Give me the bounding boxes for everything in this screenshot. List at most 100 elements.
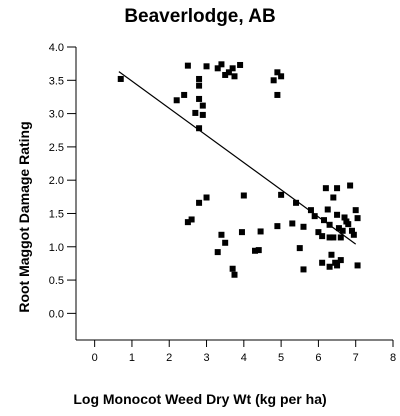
data-point — [274, 223, 281, 230]
data-point — [347, 182, 354, 189]
data-point — [237, 61, 244, 68]
data-point — [218, 231, 225, 238]
data-point — [192, 109, 199, 116]
data-point — [214, 249, 221, 256]
data-point — [196, 75, 203, 82]
data-point — [196, 82, 203, 89]
data-point — [345, 221, 352, 228]
data-point — [181, 91, 188, 98]
data-point — [337, 257, 344, 264]
data-point — [252, 247, 259, 254]
data-point — [173, 97, 180, 104]
x-axis: 0 1 2 3 4 5 6 7 8 — [92, 340, 396, 364]
data-point — [330, 234, 337, 241]
data-point — [196, 95, 203, 102]
data-point — [231, 73, 238, 80]
data-point — [203, 63, 210, 70]
y-axis: 0.0 0.5 1.0 1.5 2.0 2.5 3.0 3.5 4.0 — [49, 42, 76, 320]
data-point — [352, 207, 359, 214]
data-point — [257, 228, 264, 235]
y-tick-label: 0.0 — [49, 308, 64, 320]
data-point — [188, 216, 195, 223]
data-point — [229, 265, 236, 272]
data-point — [274, 69, 281, 76]
x-tick-label: 5 — [278, 352, 284, 364]
data-point — [322, 185, 329, 192]
data-point — [229, 65, 236, 72]
data-point — [278, 191, 285, 198]
x-tick-label: 4 — [241, 352, 247, 364]
data-point — [225, 69, 232, 76]
fit-line — [118, 71, 357, 245]
data-point — [319, 233, 326, 240]
data-point — [296, 245, 303, 252]
data-point — [289, 220, 296, 227]
data-point — [199, 102, 206, 109]
y-tick-label: 3.0 — [49, 109, 64, 121]
data-point — [350, 231, 357, 238]
x-tick-label: 3 — [203, 352, 209, 364]
data-point — [222, 71, 229, 78]
data-point — [334, 262, 341, 269]
y-tick-label: 2.5 — [49, 142, 64, 154]
data-point — [293, 199, 300, 206]
data-point — [117, 75, 124, 82]
data-point — [278, 73, 285, 80]
data-point — [354, 215, 361, 222]
data-point — [326, 221, 333, 228]
x-tick-label: 8 — [390, 352, 396, 364]
x-tick-label: 0 — [92, 352, 98, 364]
y-tick-label: 1.0 — [49, 242, 64, 254]
data-point — [337, 234, 344, 241]
data-point — [196, 199, 203, 206]
chart-title: Beaverlodge, AB — [124, 6, 276, 27]
data-point — [214, 65, 221, 72]
y-tick-label: 4.0 — [49, 42, 64, 54]
fit-line-group — [118, 71, 357, 245]
y-tick-label: 1.5 — [49, 208, 64, 220]
data-point — [231, 271, 238, 278]
data-point — [339, 227, 346, 234]
data-point — [328, 251, 335, 258]
data-point — [334, 185, 341, 192]
data-point — [335, 225, 342, 232]
data-point — [334, 211, 341, 218]
x-tick-label: 6 — [315, 352, 321, 364]
data-point — [307, 207, 314, 214]
data-point — [218, 61, 225, 68]
data-point — [222, 239, 229, 246]
data-point — [203, 194, 210, 201]
data-point — [238, 229, 245, 236]
data-point — [326, 263, 333, 270]
data-point — [255, 247, 262, 254]
plot-frame — [75, 47, 393, 341]
data-point — [199, 111, 206, 118]
data-point — [321, 217, 328, 224]
x-axis-label: Log Monocot Weed Dry Wt (kg per ha) — [73, 391, 327, 407]
x-tick-label: 2 — [166, 352, 172, 364]
data-point — [319, 259, 326, 266]
data-point — [270, 77, 277, 84]
y-axis-label: Root Maggot Damage Rating — [16, 121, 32, 313]
data-point — [348, 227, 355, 234]
data-point — [341, 214, 348, 221]
points-group — [117, 61, 361, 278]
data-point — [354, 262, 361, 269]
data-point — [311, 213, 318, 220]
x-tick-label: 7 — [353, 352, 359, 364]
data-point — [184, 219, 191, 226]
data-point — [326, 234, 333, 241]
data-point — [300, 223, 307, 230]
y-tick-label: 0.5 — [49, 275, 64, 287]
data-point — [330, 194, 337, 201]
data-point — [300, 266, 307, 273]
x-tick-label: 1 — [129, 352, 135, 364]
y-tick-label: 3.5 — [49, 75, 64, 87]
data-point — [324, 206, 331, 213]
data-point — [240, 192, 247, 199]
data-point — [274, 91, 281, 98]
data-point — [315, 229, 322, 236]
data-point — [184, 62, 191, 69]
y-tick-label: 2.0 — [49, 175, 64, 187]
